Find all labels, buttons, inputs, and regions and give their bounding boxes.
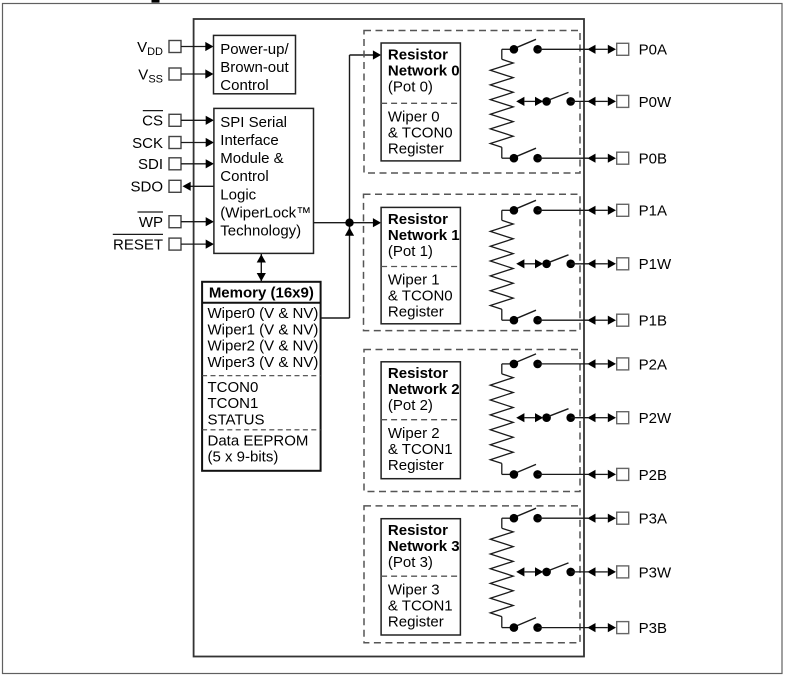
svg-text:(Pot 1): (Pot 1) xyxy=(388,243,433,260)
svg-text:CS: CS xyxy=(142,113,163,130)
svg-text:& TCON1: & TCON1 xyxy=(388,597,453,614)
svg-text:Network 0: Network 0 xyxy=(388,62,460,79)
svg-text:(Pot 3): (Pot 3) xyxy=(388,554,433,571)
svg-text:Register: Register xyxy=(388,457,444,474)
svg-text:Resistor: Resistor xyxy=(388,46,448,63)
svg-text:P0B: P0B xyxy=(639,151,667,168)
svg-text:Network 3: Network 3 xyxy=(388,538,460,555)
svg-text:Network 2: Network 2 xyxy=(388,381,460,398)
svg-text:Interface: Interface xyxy=(220,132,278,149)
svg-text:Resistor: Resistor xyxy=(388,522,448,539)
svg-text:Resistor: Resistor xyxy=(388,211,448,228)
svg-text:Wiper1 (V & NV): Wiper1 (V & NV) xyxy=(208,321,319,338)
svg-text:Register: Register xyxy=(388,304,444,321)
svg-text:STATUS: STATUS xyxy=(208,411,265,428)
svg-text:(Pot 0): (Pot 0) xyxy=(388,78,433,95)
svg-text:Technology): Technology) xyxy=(220,223,301,240)
svg-text:TCON1: TCON1 xyxy=(208,395,259,412)
svg-text:Power-up/: Power-up/ xyxy=(220,41,289,58)
svg-text:SDI: SDI xyxy=(138,156,163,173)
svg-text:Wiper2 (V & NV): Wiper2 (V & NV) xyxy=(208,338,319,355)
svg-text:P1B: P1B xyxy=(639,313,667,330)
svg-text:Wiper 2: Wiper 2 xyxy=(388,425,440,442)
svg-text:Data EEPROM: Data EEPROM xyxy=(208,432,309,449)
svg-text:SDO: SDO xyxy=(130,179,163,196)
svg-text:P2W: P2W xyxy=(639,410,672,427)
svg-text:Wiper 0: Wiper 0 xyxy=(388,109,440,126)
svg-text:WP: WP xyxy=(139,214,163,231)
svg-text:RESET: RESET xyxy=(113,237,163,254)
svg-text:SPI Serial: SPI Serial xyxy=(220,114,287,131)
svg-text:Control: Control xyxy=(220,77,268,94)
svg-text:P0A: P0A xyxy=(639,42,667,59)
svg-text:P1A: P1A xyxy=(639,203,667,220)
svg-text:(WiperLock™: (WiperLock™ xyxy=(220,204,311,221)
svg-text:& TCON0: & TCON0 xyxy=(388,125,453,142)
svg-text:Wiper 3: Wiper 3 xyxy=(388,581,440,598)
svg-text:& TCON1: & TCON1 xyxy=(388,441,453,458)
svg-text:Register: Register xyxy=(388,141,444,158)
svg-text:Brown-out: Brown-out xyxy=(220,59,289,76)
svg-text:Control: Control xyxy=(220,168,268,185)
svg-text:Wiper 1: Wiper 1 xyxy=(388,272,440,289)
svg-text:P0W: P0W xyxy=(639,94,672,111)
svg-text:P2B: P2B xyxy=(639,467,667,484)
svg-text:P3A: P3A xyxy=(639,511,667,528)
svg-text:P3W: P3W xyxy=(639,564,672,581)
svg-text:Network 1: Network 1 xyxy=(388,227,460,244)
svg-text:Wiper3 (V & NV): Wiper3 (V & NV) xyxy=(208,354,319,371)
svg-text:Wiper0 (V & NV): Wiper0 (V & NV) xyxy=(208,305,319,322)
svg-text:SCK: SCK xyxy=(132,135,163,152)
svg-text:(5 x 9-bits): (5 x 9-bits) xyxy=(208,449,279,466)
svg-text:Memory (16x9): Memory (16x9) xyxy=(209,285,314,302)
svg-text:Logic: Logic xyxy=(220,186,256,203)
svg-text:Resistor: Resistor xyxy=(388,365,448,382)
svg-text:P3B: P3B xyxy=(639,620,667,637)
svg-text:TCON0: TCON0 xyxy=(208,379,259,396)
svg-text:P1W: P1W xyxy=(639,256,672,273)
svg-text:Register: Register xyxy=(388,613,444,630)
svg-text:P2A: P2A xyxy=(639,356,667,373)
svg-text:& TCON0: & TCON0 xyxy=(388,288,453,305)
svg-text:Module &: Module & xyxy=(220,150,283,167)
svg-text:(Pot 2): (Pot 2) xyxy=(388,397,433,414)
